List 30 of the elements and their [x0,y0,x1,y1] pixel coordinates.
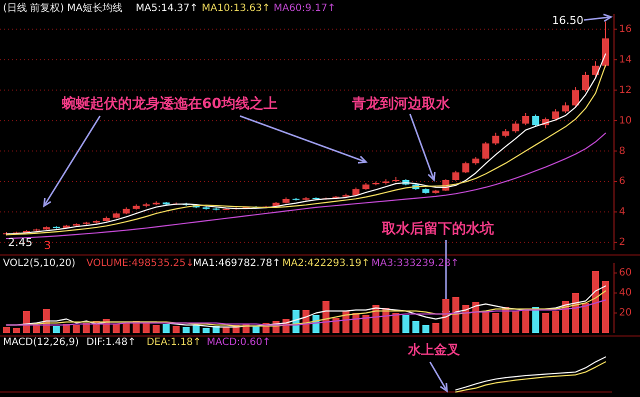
y-tick-label: 6 [619,176,626,188]
y-tick-label: 8 [619,146,626,157]
annotation: 3 [44,239,51,252]
annotation: 取水后留下的水坑 [381,220,494,237]
text: DIF:1.48↑ [86,337,136,348]
annotation: 蜿蜒起伏的龙身逶迤在60均线之上 [61,95,278,112]
text: MA2:422293.19↑ [282,258,370,269]
y-tick-label: 40 [619,288,632,299]
y-tick-label: 60 [619,268,632,279]
text: MA1:469782.78↑ [193,258,281,269]
y-tick-label: 20 [619,308,632,319]
text: MA10:13.63↑ [202,3,270,14]
text: VOLUME:498535.25↓ [86,258,194,269]
text: MACD:0.60↑ [206,337,271,348]
text: DEA:1.18↑ [146,337,202,348]
annotation: 2.45 [8,236,32,249]
y-tick-label: 2 [619,237,626,248]
y-tick-label: 12 [619,84,632,96]
text: MA5:14.37↑ [136,3,198,14]
y-tick-label: 4 [619,206,626,218]
annotation: 水上金叉 [407,343,460,358]
y-tick-label: 10 [619,115,632,126]
text: MA60:9.17↑ [274,3,336,14]
chart-title: (日线 前复权) MA短长均线 [3,2,123,14]
y-tick-label: 14 [619,54,632,66]
annotation: 青龙到河边取水 [351,96,451,112]
chart-title: MACD(12,26,9) [3,337,80,348]
annotation: 16.50 [552,14,584,27]
chart-title: VOL2(5,10,20) [3,258,76,269]
y-tick-label: 16 [619,24,632,35]
